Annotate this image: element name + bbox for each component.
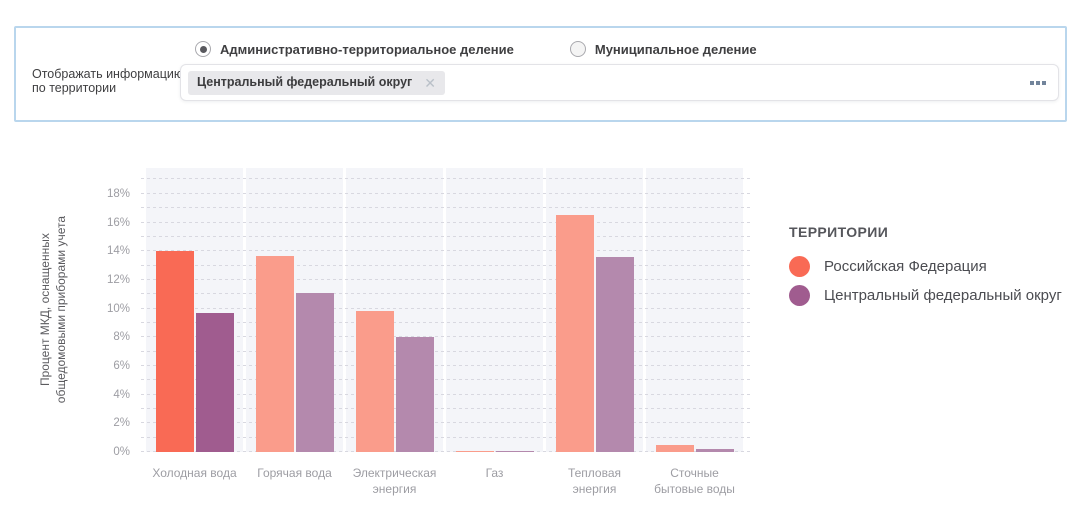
y-tick-label: 16%: [106, 216, 130, 229]
gridline: [141, 379, 750, 381]
bar-cfo-6[interactable]: [695, 449, 734, 452]
bar-cfo-4[interactable]: [495, 450, 534, 452]
y-tick-label: 18%: [106, 187, 130, 200]
legend-item-label: Российская Федерация: [824, 258, 987, 275]
gridline: [141, 336, 750, 338]
gridline: [141, 250, 750, 252]
gridline: [141, 321, 750, 323]
gridline: [141, 393, 750, 395]
more-options-icon[interactable]: [1030, 77, 1046, 89]
territory-field-label: Отображать информацию по территории: [32, 67, 184, 96]
radio-label: Административно-территориальное деление: [220, 41, 514, 57]
gridline: [141, 407, 750, 409]
legend-title: ТЕРРИТОРИИ: [789, 224, 889, 240]
territory-filter-panel: Административно-территориальное деление …: [14, 26, 1067, 122]
bar-rf-3[interactable]: [355, 311, 394, 452]
legend-item-rf[interactable]: Российская Федерация: [789, 256, 1062, 277]
bar-cfo-5[interactable]: [595, 256, 634, 452]
y-tick-label: 12%: [106, 273, 130, 286]
y-tick-label: 2%: [113, 417, 130, 430]
y-axis-tick-labels: 0% 2% 4% 6% 8% 10% 12% 14% 16% 18%: [86, 168, 130, 458]
y-tick-label: 6%: [113, 359, 130, 372]
bar-cfo-3[interactable]: [395, 337, 434, 452]
x-axis-label: Сточные бытовые воды: [654, 466, 735, 496]
bar-rf-1[interactable]: [155, 251, 194, 452]
x-axis-label: Горячая вода: [257, 466, 332, 480]
gridline: [141, 278, 750, 280]
territory-chip: Центральный федеральный округ ✕: [188, 70, 445, 95]
radio-selected-icon: [195, 41, 211, 57]
radio-municipal[interactable]: Муниципальное деление: [569, 41, 757, 57]
gridline: [141, 364, 750, 366]
bar-cfo-2[interactable]: [295, 292, 334, 452]
territory-input[interactable]: Центральный федеральный округ ✕: [180, 64, 1059, 101]
radio-unselected-icon: [569, 41, 586, 57]
radio-label: Муниципальное деление: [594, 41, 757, 57]
gridline: [141, 350, 750, 352]
territory-chip-label: Центральный федеральный округ: [197, 74, 413, 89]
bar-group: [446, 450, 543, 452]
gridline: [141, 293, 750, 295]
gridline: [141, 178, 750, 180]
gridline: [141, 451, 750, 452]
y-tick-label: 10%: [106, 302, 130, 315]
x-axis-label: Тепловая энергия: [567, 466, 622, 496]
bar-group: [646, 444, 743, 452]
bar-group: [346, 311, 443, 452]
division-radio-group: Административно-территориальное деление …: [195, 41, 757, 57]
category-band: [646, 168, 743, 452]
gridline: [141, 192, 750, 194]
x-axis-label: Холодная вода: [152, 466, 237, 480]
bar-group: [146, 251, 243, 452]
plot-area: [141, 168, 750, 452]
gridline: [141, 436, 750, 438]
gridline: [141, 207, 750, 209]
legend-swatch-icon: [789, 285, 810, 306]
legend-item-cfo[interactable]: Центральный федеральный округ: [789, 285, 1062, 306]
gridline: [141, 264, 750, 266]
y-tick-label: 14%: [106, 245, 130, 258]
radio-administrative-territorial[interactable]: Административно-территориальное деление: [195, 41, 514, 57]
x-axis-label: Газ: [485, 466, 504, 480]
y-tick-label: 4%: [113, 388, 130, 401]
legend-swatch-icon: [789, 256, 810, 277]
bar-group: [546, 215, 643, 452]
chart-legend: ТЕРРИТОРИИ Российская Федерация Центральн…: [789, 224, 1062, 306]
gridline: [141, 221, 750, 223]
bar-rf-2[interactable]: [255, 255, 294, 452]
bar-rf-4[interactable]: [455, 450, 494, 452]
y-axis-title: Процент МКД, оснащенных общедомовыми при…: [38, 216, 69, 404]
legend-item-label: Центральный федеральный округ: [824, 287, 1062, 304]
y-tick-label: 8%: [113, 331, 130, 344]
chip-close-icon[interactable]: ✕: [424, 74, 436, 91]
gridline: [141, 422, 750, 424]
bar-rf-6[interactable]: [655, 444, 694, 452]
bar-cfo-1[interactable]: [195, 312, 234, 452]
bar-rf-5[interactable]: [555, 215, 594, 452]
x-axis-label: Электрическая энергия: [352, 466, 437, 496]
bar-group: [246, 255, 343, 452]
gridline: [141, 235, 750, 237]
y-tick-label: 0%: [113, 446, 130, 458]
category-band: [446, 168, 543, 452]
gridline: [141, 307, 750, 309]
